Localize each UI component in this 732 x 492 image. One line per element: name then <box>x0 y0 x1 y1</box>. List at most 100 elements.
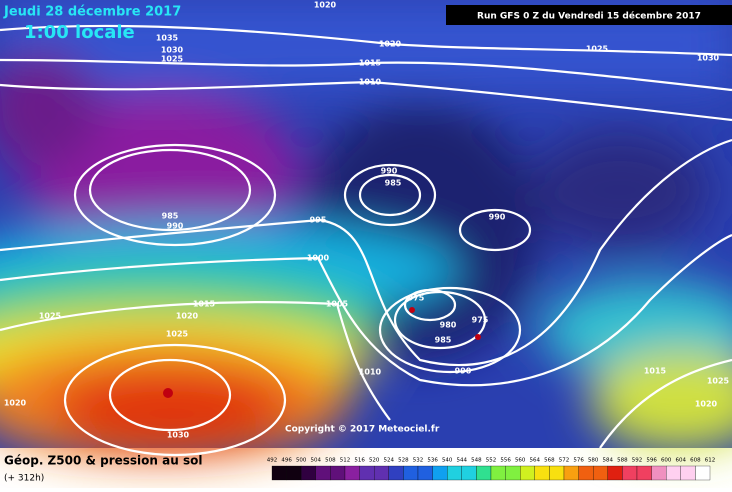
isobar-label: 1020 <box>176 312 199 321</box>
isobar-label: 1005 <box>326 300 349 309</box>
scale-swatch <box>622 465 638 481</box>
isobar-label: 1000 <box>307 254 330 263</box>
scale-label: 496 <box>281 458 292 464</box>
map-time: 1:00 locale <box>24 22 135 43</box>
scale-label: 600 <box>661 458 672 464</box>
isobar-label: 990 <box>167 222 184 231</box>
isobar-label: 980 <box>440 321 457 330</box>
scale-swatch <box>403 465 419 481</box>
scale-label: 572 <box>559 458 570 464</box>
isobar-label: 985 <box>385 179 402 188</box>
isobar-label: 1030 <box>697 54 720 63</box>
scale-swatch <box>315 465 331 481</box>
scale-swatch <box>286 465 302 481</box>
scale-swatch <box>578 465 594 481</box>
scale-swatch <box>490 465 506 481</box>
scale-label: 592 <box>632 458 643 464</box>
isobars <box>0 24 732 457</box>
low-center <box>409 307 415 313</box>
isobar-label: 985 <box>162 212 179 221</box>
low-center <box>475 334 481 340</box>
scale-swatch <box>549 465 565 481</box>
scale-label: 584 <box>603 458 614 464</box>
isobar-label: 985 <box>435 336 452 345</box>
isobar-label: 1025 <box>161 55 184 64</box>
scale-label: 500 <box>296 458 307 464</box>
isobar-label: 1020 <box>695 400 718 409</box>
scale-label: 556 <box>500 458 511 464</box>
scale-label: 568 <box>544 458 555 464</box>
isobar-label: 1025 <box>166 330 189 339</box>
scale-swatch <box>476 465 492 481</box>
scale-label: 588 <box>617 458 628 464</box>
scale-label: 596 <box>646 458 657 464</box>
isobar-label: 990 <box>455 367 472 376</box>
scale-label: 520 <box>369 458 380 464</box>
isobar-label: 1030 <box>161 46 184 55</box>
color-scale: 492 496 500 504 508 512 516 520 524 528 532 536 540 5… <box>267 458 716 481</box>
isobar-label: 1015 <box>644 367 667 376</box>
scale-swatch <box>520 465 535 481</box>
isobar-label: 1015 <box>359 59 382 68</box>
isobar-label: 990 <box>489 213 506 222</box>
scale-swatch <box>359 465 375 481</box>
scale-label: 504 <box>311 458 322 464</box>
scale-label: 540 <box>442 458 453 464</box>
scale-label: 528 <box>398 458 409 464</box>
isobar-label: 975 <box>408 294 425 303</box>
scale-label: 536 <box>427 458 438 464</box>
isobar-label: 1035 <box>156 34 179 43</box>
scale-label: 544 <box>457 458 468 464</box>
scale-label: 612 <box>705 458 716 464</box>
scale-swatch <box>301 465 316 481</box>
scale-swatch <box>461 465 477 481</box>
isobar-label: 1020 <box>379 40 402 49</box>
scale-label: 516 <box>354 458 365 464</box>
scale-label: 580 <box>588 458 599 464</box>
isobar-label: 990 <box>381 167 398 176</box>
scale-swatch <box>593 465 608 481</box>
scale-label: 532 <box>413 458 424 464</box>
isobar-label: 975 <box>472 316 489 325</box>
legend-lead: (+ 312h) <box>4 474 44 484</box>
scale-label: 492 <box>267 458 278 464</box>
scale-swatch <box>432 465 448 481</box>
scale-label: 608 <box>690 458 701 464</box>
scale-swatch <box>666 465 681 481</box>
scale-label: 524 <box>384 458 395 464</box>
scale-label: 560 <box>515 458 526 464</box>
isobar-label: 1020 <box>314 1 337 10</box>
copyright: Copyright © 2017 Meteociel.fr <box>285 425 440 435</box>
isobar-label: 1025 <box>707 377 730 386</box>
scale-swatch <box>651 465 667 481</box>
scale-label: 552 <box>486 458 497 464</box>
scale-label: 512 <box>340 458 351 464</box>
scale-label: 604 <box>676 458 687 464</box>
isobar-label: 1010 <box>359 368 382 377</box>
isobar-label: 995 <box>310 216 327 225</box>
scale-swatch <box>534 465 550 481</box>
scale-swatch <box>330 465 346 481</box>
isobar-label: 1020 <box>4 399 27 408</box>
scale-swatch <box>636 465 652 481</box>
isobar-labels: 1020103510301025102010151010102510309909… <box>4 1 730 440</box>
scale-swatch <box>374 465 389 481</box>
isobar-label: 1015 <box>193 300 216 309</box>
scale-swatch <box>680 465 696 481</box>
scale-label: 564 <box>530 458 541 464</box>
scale-swatch <box>505 465 521 481</box>
isobar-label: 1030 <box>167 431 190 440</box>
scale-label: 508 <box>325 458 336 464</box>
scale-label: 548 <box>471 458 482 464</box>
scale-swatch <box>607 465 623 481</box>
scale-label: 576 <box>573 458 584 464</box>
scale-swatch <box>417 465 433 481</box>
legend-title: Géop. Z500 & pression au sol <box>4 454 202 468</box>
map-date: Jeudi 28 décembre 2017 <box>3 5 181 20</box>
scale-swatch <box>271 465 287 481</box>
scale-swatch <box>447 465 462 481</box>
scale-swatch <box>695 465 711 481</box>
run-box <box>446 5 732 25</box>
